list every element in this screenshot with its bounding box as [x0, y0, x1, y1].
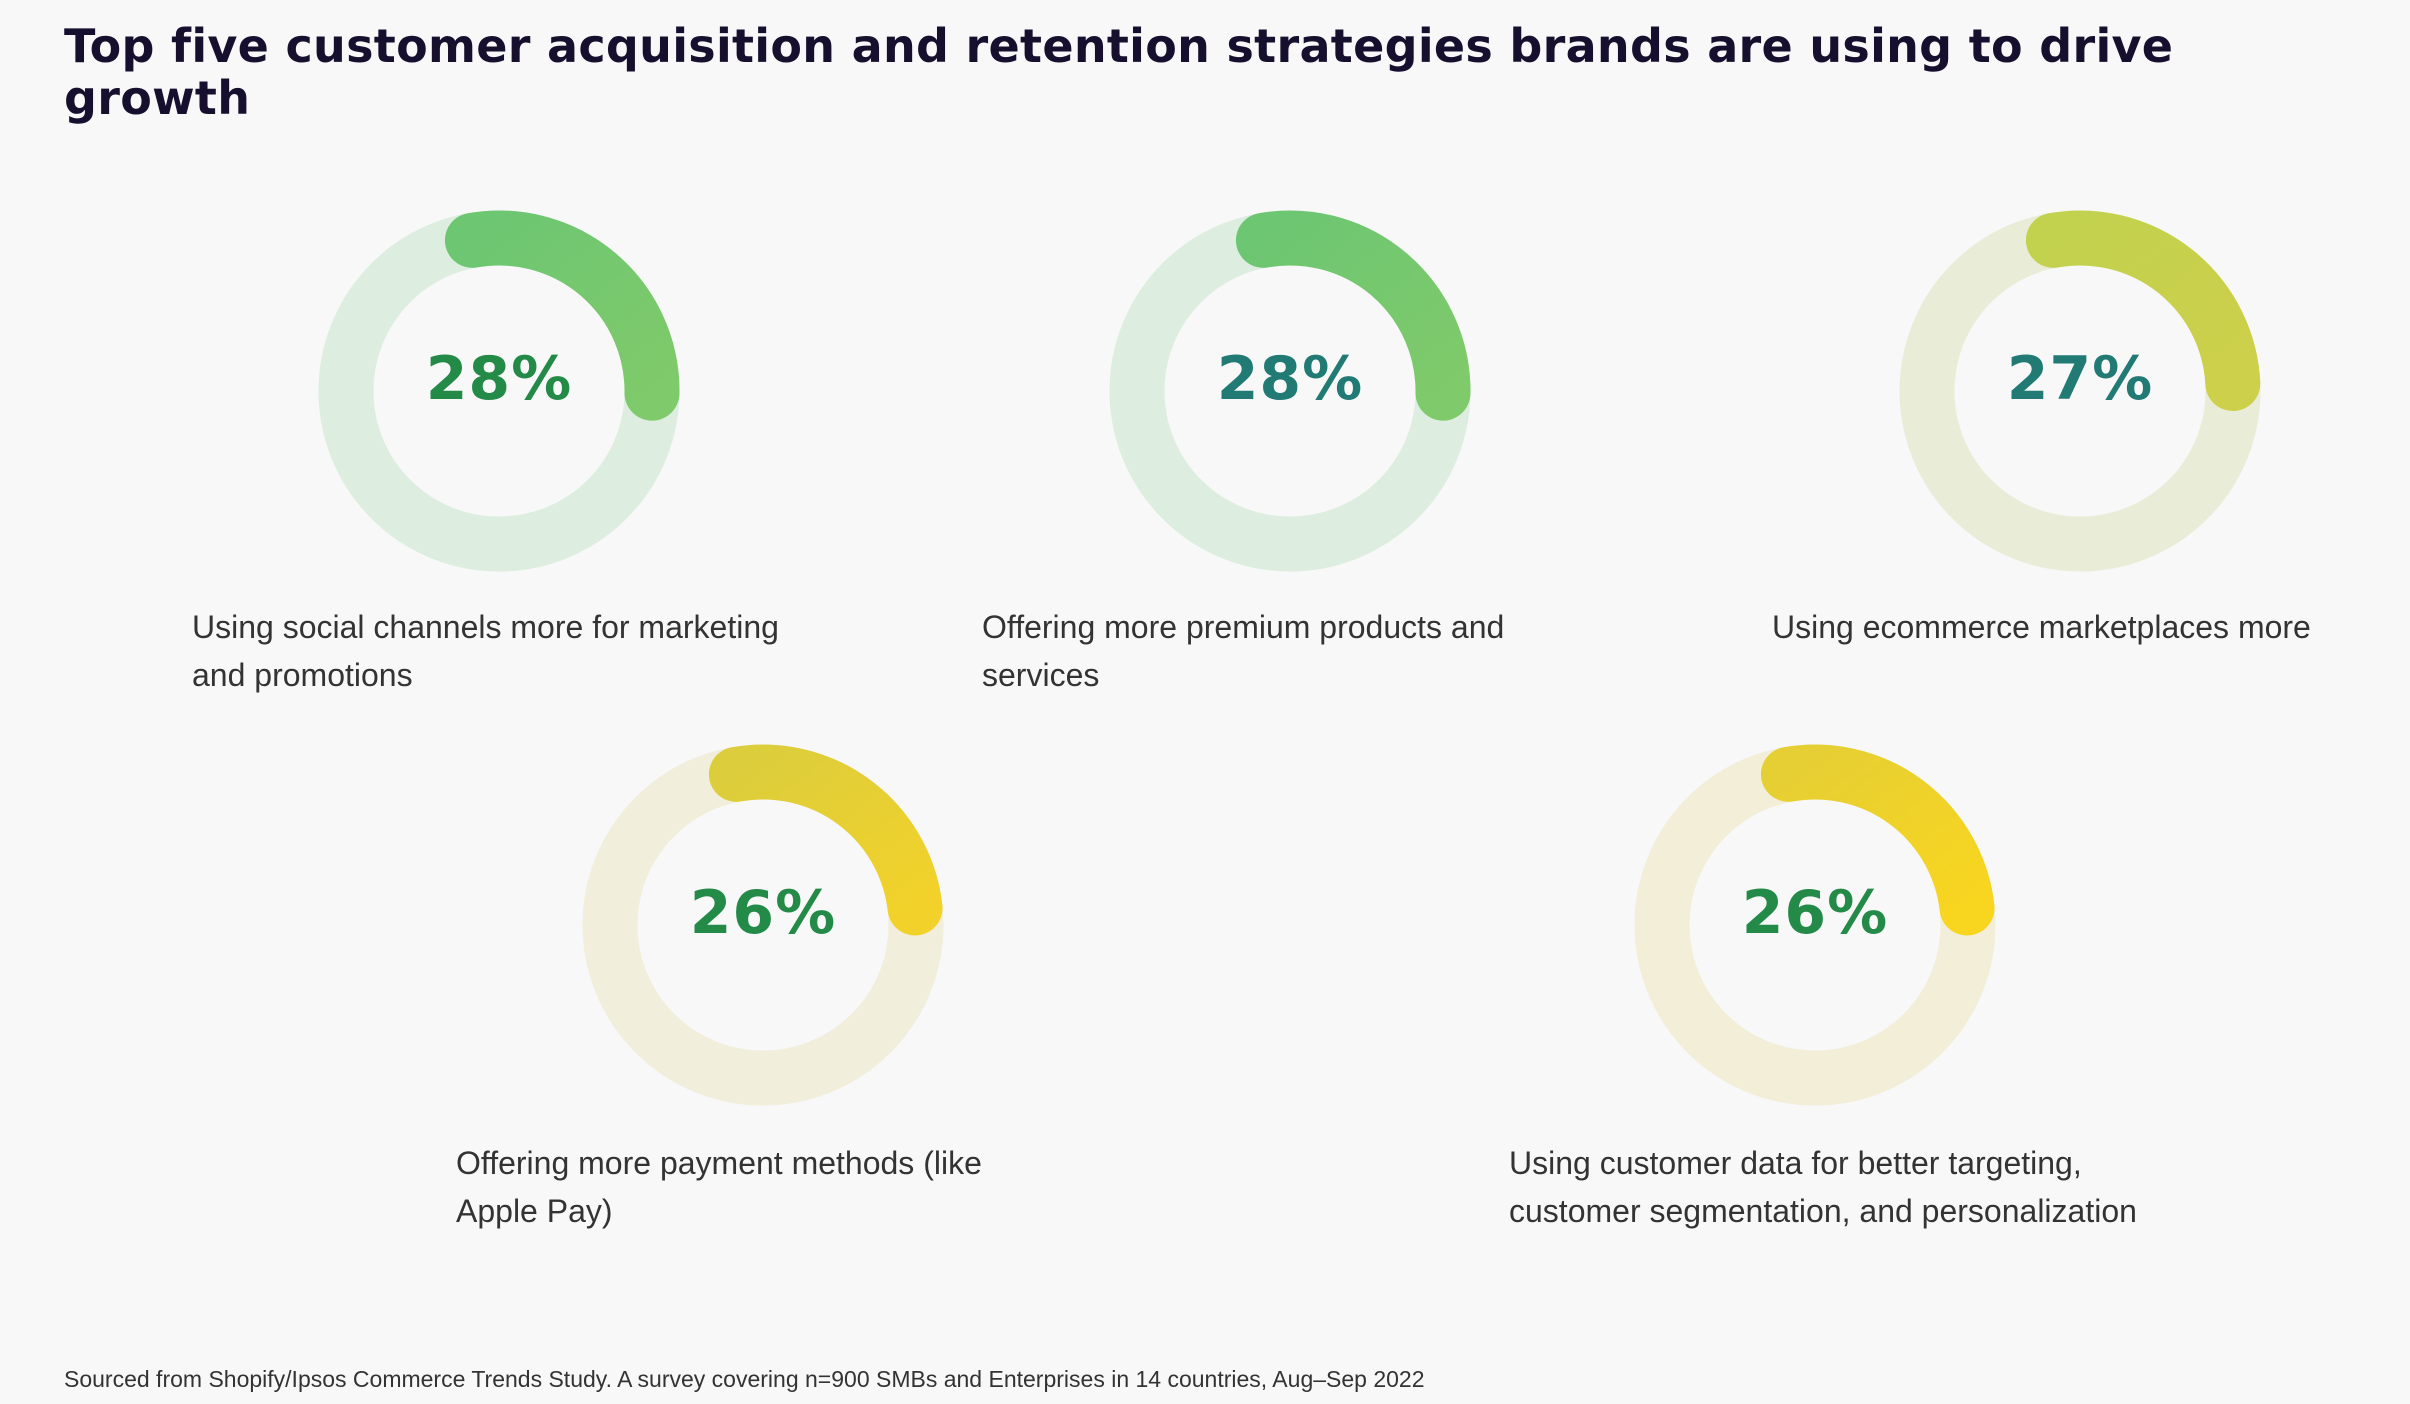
donut-value-arc	[1235, 210, 1471, 421]
donut-chart-customer-data: 26%	[1630, 740, 2000, 1110]
donut-label-payment-methods: Offering more payment methods (like Appl…	[456, 1145, 982, 1229]
donut-chart-premium-products: 28%	[1105, 206, 1475, 576]
page-title: Top five customer acquisition and retent…	[64, 19, 2174, 125]
donut-percentage: 26%	[1741, 878, 1889, 948]
donut-percentage: 26%	[689, 878, 837, 948]
donut-value-arc	[1760, 744, 1995, 936]
donut-percentage: 28%	[425, 344, 573, 414]
donut-percentage: 27%	[2006, 344, 2154, 414]
donut-label-premium-products: Offering more premium products and servi…	[982, 609, 1505, 693]
donut-svg	[582, 744, 944, 1106]
donut-svg	[1634, 744, 1996, 1106]
donut-svg	[1109, 210, 1471, 572]
donut-label-customer-data: Using customer data for better targeting…	[1509, 1145, 2137, 1229]
donut-value-arc	[2025, 210, 2261, 412]
donut-chart-payment-methods: 26%	[578, 740, 948, 1110]
donut-value-arc	[444, 210, 680, 421]
donut-chart-social-channels: 28%	[314, 206, 684, 576]
donut-chart-ecommerce-marketplaces: 27%	[1895, 206, 2265, 576]
donut-label-ecommerce-marketplaces: Using ecommerce marketplaces more	[1772, 609, 2311, 645]
donut-value-arc	[708, 744, 943, 936]
donut-label-social-channels: Using social channels more for marketing…	[192, 609, 779, 693]
donut-svg	[318, 210, 680, 572]
source-footnote: Sourced from Shopify/Ipsos Commerce Tren…	[64, 1366, 1425, 1392]
donut-svg	[1899, 210, 2261, 572]
donut-percentage: 28%	[1216, 344, 1364, 414]
